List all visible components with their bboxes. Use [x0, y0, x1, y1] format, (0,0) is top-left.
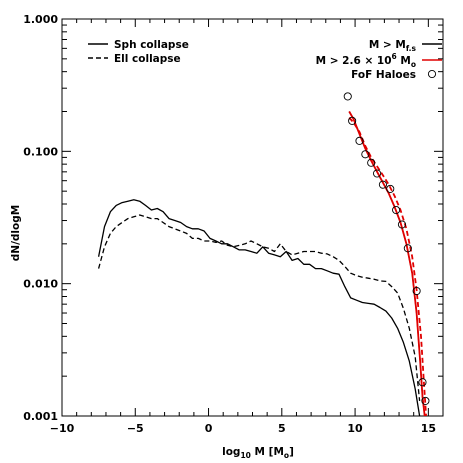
fof-halo-point	[386, 184, 395, 193]
fof-halo-point	[355, 136, 364, 145]
fof-halo-point	[397, 220, 407, 229]
x-tick-label: −10	[50, 422, 75, 435]
fof-halo-point	[367, 158, 376, 167]
y-tick-label: 1.000	[23, 13, 58, 26]
x-tick-label: 15	[421, 422, 436, 435]
y-axis-label: dN/dlogM	[10, 205, 22, 261]
fof-halo-point	[403, 244, 412, 253]
legend-mfs-label: M > Mf.s	[369, 39, 417, 53]
fof-halo-point	[421, 396, 430, 405]
series-line-0	[97, 199, 421, 417]
legend-ell-label: Ell collapse	[114, 53, 181, 65]
legend-fof-marker	[427, 69, 437, 79]
series-lines	[97, 111, 427, 417]
y-axis: 0.001 0.010 0.100 1.000	[23, 13, 443, 423]
x-tick-label: 5	[278, 422, 286, 435]
fof-halo-point	[412, 286, 421, 296]
legend-left: Sph collapse Ell collapse	[88, 39, 189, 65]
series-line-3	[348, 111, 426, 417]
x-axis: −10 −5 0 5 10 15	[50, 19, 444, 435]
y-tick-label: 0.001	[23, 410, 58, 423]
legend-right: M > Mf.s M > 2.6 × 106 Mo FoF Haloes	[316, 39, 442, 81]
x-tick-label: −5	[127, 422, 144, 435]
fof-halo-point	[418, 378, 427, 387]
legend-fof-label: FoF Haloes	[351, 69, 416, 81]
fof-halo-point	[392, 205, 401, 215]
x-tick-label: 0	[205, 422, 213, 435]
y-tick-label: 0.100	[23, 145, 58, 158]
legend-sph-label: Sph collapse	[114, 39, 189, 51]
x-tick-label: 10	[347, 422, 363, 435]
series-line-4	[348, 117, 427, 417]
legend-mcut-label: M > 2.6 × 106 Mo	[316, 52, 416, 69]
fof-halo-point	[378, 180, 387, 189]
fof-haloes-points	[343, 92, 430, 405]
fof-halo-point	[348, 116, 357, 125]
series-line-1	[97, 214, 421, 401]
fof-halo-point	[373, 169, 382, 178]
fof-halo-point	[361, 150, 370, 159]
fof-halo-point	[343, 92, 352, 101]
x-axis-label: log10 M [Mo]	[222, 446, 294, 460]
y-tick-label: 0.010	[23, 278, 58, 291]
